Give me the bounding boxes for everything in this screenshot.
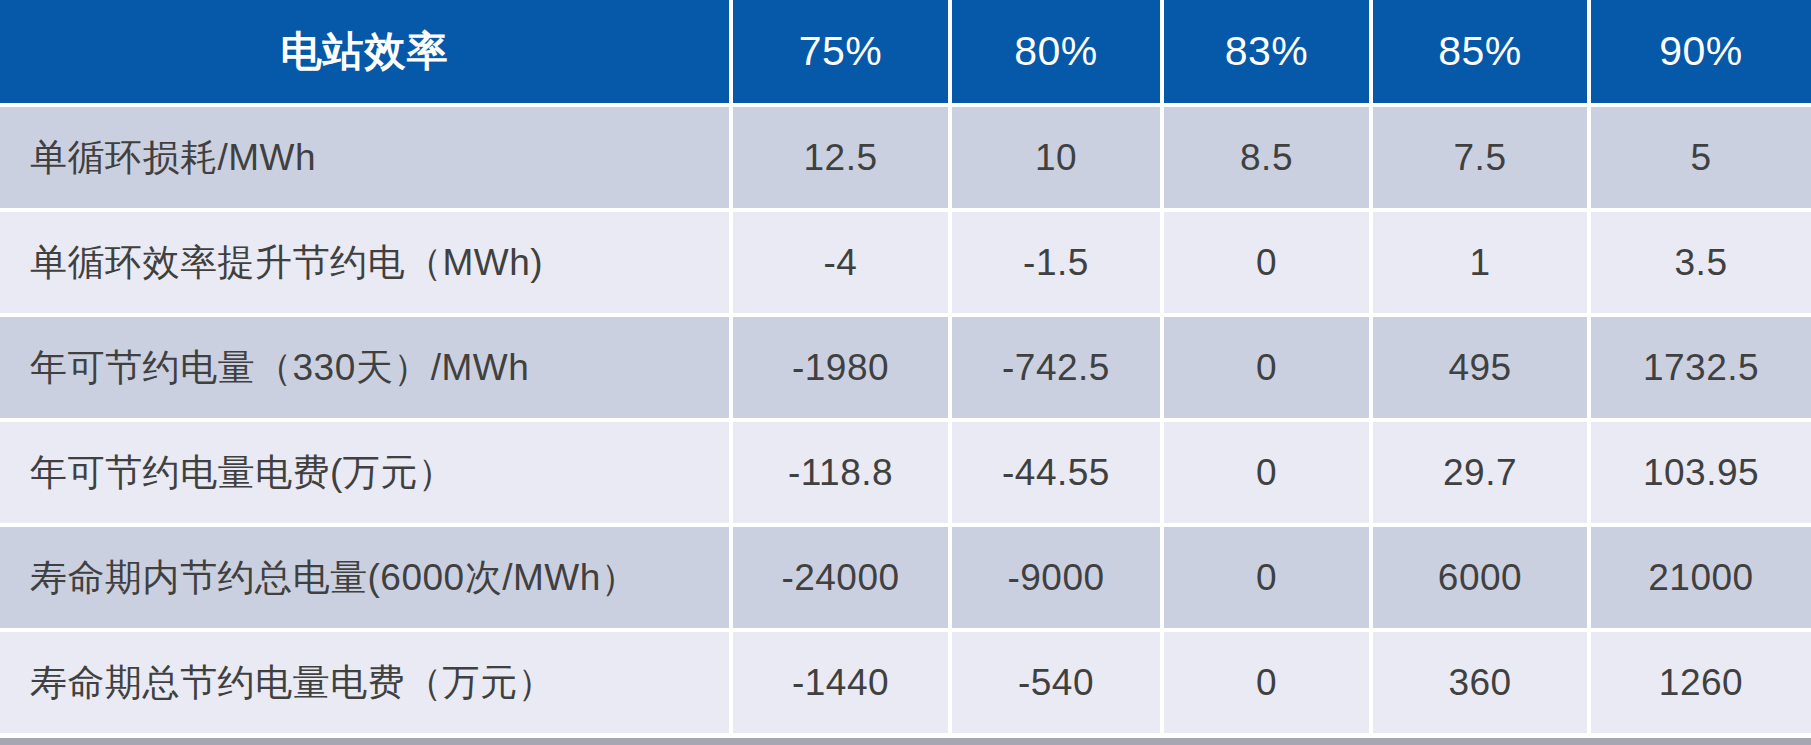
table-cell: 3.5 — [1591, 212, 1811, 313]
table-cell: -4 — [733, 212, 948, 313]
table-cell: -1.5 — [952, 212, 1160, 313]
table-cell: 0 — [1164, 422, 1369, 523]
table-cell: 1 — [1373, 212, 1587, 313]
table-cell: 1732.5 — [1591, 317, 1811, 418]
table-cell: 7.5 — [1373, 107, 1587, 208]
table-bottom-border — [0, 738, 1811, 745]
table-cell: -118.8 — [733, 422, 948, 523]
table-header-col-80: 80% — [952, 0, 1160, 103]
table-cell: -24000 — [733, 527, 948, 628]
table-cell: 0 — [1164, 632, 1369, 733]
table-cell: -1440 — [733, 632, 948, 733]
table-cell: 0 — [1164, 527, 1369, 628]
table-cell: -742.5 — [952, 317, 1160, 418]
row-label-annual-cost: 年可节约电量电费(万元） — [0, 422, 729, 523]
table-header-col-75: 75% — [733, 0, 948, 103]
slide-table-canvas: 电站效率 75% 80% 83% 85% 90% 单循环损耗/MWh 12.5 … — [0, 0, 1811, 745]
row-label-lifetime-energy: 寿命期内节约总电量(6000次/MWh） — [0, 527, 729, 628]
table-header-title: 电站效率 — [0, 0, 729, 103]
table-header-col-90: 90% — [1591, 0, 1811, 103]
table-cell: -1980 — [733, 317, 948, 418]
table-cell: 0 — [1164, 212, 1369, 313]
table-cell: 103.95 — [1591, 422, 1811, 523]
table-cell: 10 — [952, 107, 1160, 208]
table-cell: 0 — [1164, 317, 1369, 418]
table-cell: 21000 — [1591, 527, 1811, 628]
table-cell: 29.7 — [1373, 422, 1587, 523]
table-cell: 5 — [1591, 107, 1811, 208]
row-label-annual-energy: 年可节约电量（330天）/MWh — [0, 317, 729, 418]
table-cell: 12.5 — [733, 107, 948, 208]
table-cell: 1260 — [1591, 632, 1811, 733]
row-label-cycle-saving: 单循环效率提升节约电（MWh) — [0, 212, 729, 313]
table-cell: -44.55 — [952, 422, 1160, 523]
table-cell: -9000 — [952, 527, 1160, 628]
efficiency-table: 电站效率 75% 80% 83% 85% 90% 单循环损耗/MWh 12.5 … — [0, 0, 1811, 733]
table-header-col-85: 85% — [1373, 0, 1587, 103]
row-label-lifetime-cost: 寿命期总节约电量电费（万元） — [0, 632, 729, 733]
table-cell: -540 — [952, 632, 1160, 733]
table-cell: 8.5 — [1164, 107, 1369, 208]
row-label-cycle-loss: 单循环损耗/MWh — [0, 107, 729, 208]
table-header-col-83: 83% — [1164, 0, 1369, 103]
table-cell: 6000 — [1373, 527, 1587, 628]
table-cell: 495 — [1373, 317, 1587, 418]
table-cell: 360 — [1373, 632, 1587, 733]
